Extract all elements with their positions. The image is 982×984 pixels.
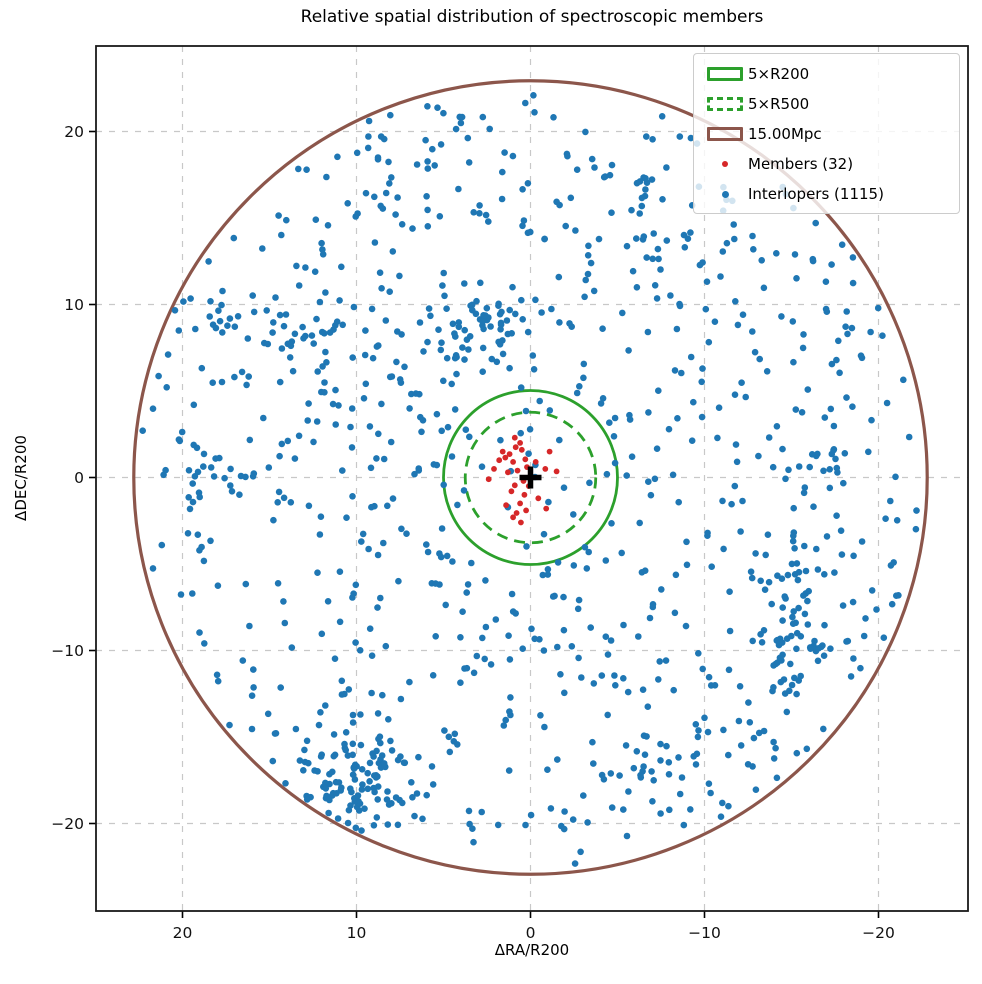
legend: 5×R200 5×R500 15.00Mpc Members (32) Inte… [693,53,960,214]
r200-circle-swatch-icon [702,67,748,81]
legend-item-members: Members (32) [702,149,951,179]
members-dot-swatch-icon [702,161,748,167]
svg-text:−20: −20 [862,924,895,942]
svg-text:20: 20 [64,123,84,141]
legend-label-15mpc: 15.00Mpc [748,125,822,143]
legend-label-members: Members (32) [748,155,854,173]
legend-item-5xr200: 5×R200 [702,59,951,89]
svg-text:−10: −10 [688,924,721,942]
x-axis-label: ΔRA/R200 [494,941,570,959]
svg-text:10: 10 [64,296,84,314]
legend-item-5xr500: 5×R500 [702,89,951,119]
svg-text:−10: −10 [51,642,84,660]
legend-label-5xr500: 5×R500 [748,95,810,113]
legend-label-5xr200: 5×R200 [748,65,810,83]
r500-circle-swatch-icon [702,97,748,111]
y-axis-label: ΔDEC/R200 [12,435,30,521]
svg-text:20: 20 [173,924,193,942]
legend-label-interlopers: Interlopers (1115) [748,185,884,203]
svg-text:0: 0 [526,924,536,942]
legend-item-15mpc: 15.00Mpc [702,119,951,149]
svg-text:−20: −20 [51,815,84,833]
svg-text:10: 10 [347,924,367,942]
mpc-circle-swatch-icon [702,127,748,141]
legend-item-interlopers: Interlopers (1115) [702,179,951,209]
interlopers-dot-swatch-icon [702,190,748,198]
chart-title: Relative spatial distribution of spectro… [300,7,764,27]
svg-text:0: 0 [74,469,84,487]
